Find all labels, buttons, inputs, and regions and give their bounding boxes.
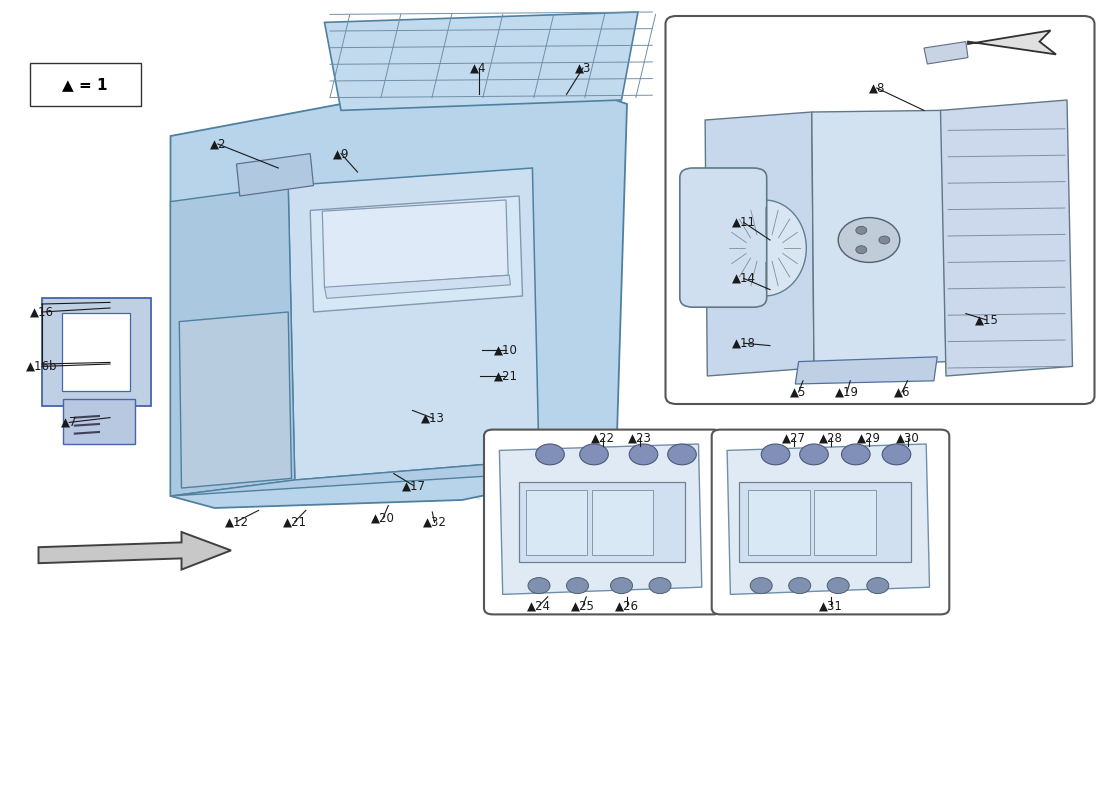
FancyBboxPatch shape <box>62 313 130 391</box>
Text: ▲6: ▲6 <box>893 386 911 398</box>
FancyBboxPatch shape <box>526 490 587 555</box>
Text: ▲31: ▲31 <box>818 599 843 612</box>
Text: ▲15: ▲15 <box>975 314 999 326</box>
Text: ▲5: ▲5 <box>791 386 806 398</box>
Circle shape <box>649 578 671 594</box>
FancyBboxPatch shape <box>30 63 141 106</box>
Polygon shape <box>324 275 510 298</box>
Polygon shape <box>499 444 702 594</box>
Ellipse shape <box>723 200 806 296</box>
Circle shape <box>867 578 889 594</box>
FancyBboxPatch shape <box>739 482 911 562</box>
Text: ▲20: ▲20 <box>371 512 395 525</box>
FancyBboxPatch shape <box>814 490 876 555</box>
Text: ▲12: ▲12 <box>224 515 249 528</box>
Text: ▲22: ▲22 <box>591 431 615 444</box>
Text: ▲3: ▲3 <box>575 62 591 74</box>
Text: ▲28: ▲28 <box>818 431 843 444</box>
Circle shape <box>610 578 632 594</box>
Text: ▲ = 1: ▲ = 1 <box>63 78 108 92</box>
Circle shape <box>882 444 911 465</box>
Polygon shape <box>322 200 508 288</box>
Text: ▲4: ▲4 <box>471 62 486 74</box>
Polygon shape <box>288 168 539 480</box>
Polygon shape <box>324 12 638 110</box>
Text: ▲19: ▲19 <box>835 386 859 398</box>
Text: ▲23: ▲23 <box>628 431 652 444</box>
Circle shape <box>580 444 608 465</box>
FancyBboxPatch shape <box>712 430 949 614</box>
Polygon shape <box>705 112 814 376</box>
Circle shape <box>842 444 870 465</box>
Polygon shape <box>940 100 1072 376</box>
Text: ▲2: ▲2 <box>209 138 227 150</box>
Polygon shape <box>170 94 627 508</box>
Text: ▲32: ▲32 <box>422 516 447 529</box>
Polygon shape <box>236 154 314 196</box>
Circle shape <box>761 444 790 465</box>
Text: ▲26: ▲26 <box>615 599 639 612</box>
Circle shape <box>856 246 867 254</box>
Text: ▲16b: ▲16b <box>26 360 57 373</box>
Text: ▲7: ▲7 <box>62 416 77 429</box>
Polygon shape <box>179 312 292 488</box>
Circle shape <box>750 578 772 594</box>
Text: ▲10: ▲10 <box>494 343 518 356</box>
Text: ▲18: ▲18 <box>732 337 756 350</box>
FancyBboxPatch shape <box>592 490 653 555</box>
Circle shape <box>668 444 696 465</box>
Circle shape <box>800 444 828 465</box>
Text: ▲29: ▲29 <box>857 431 881 444</box>
Circle shape <box>838 218 900 262</box>
Text: ▲30: ▲30 <box>895 431 920 444</box>
Circle shape <box>566 578 588 594</box>
Circle shape <box>528 578 550 594</box>
Circle shape <box>789 578 811 594</box>
Text: ▲8: ▲8 <box>869 82 884 94</box>
Polygon shape <box>968 30 1056 54</box>
Polygon shape <box>795 357 937 384</box>
FancyBboxPatch shape <box>680 168 767 307</box>
Text: ▲17: ▲17 <box>402 479 426 492</box>
Text: ▲13: ▲13 <box>421 412 446 425</box>
Text: ▲25: ▲25 <box>571 599 595 612</box>
Text: ▲21: ▲21 <box>494 370 518 382</box>
Polygon shape <box>727 444 930 594</box>
Polygon shape <box>812 110 946 368</box>
Text: eurocarparts: eurocarparts <box>210 365 494 403</box>
Text: ▲21: ▲21 <box>283 515 307 528</box>
Circle shape <box>827 578 849 594</box>
Text: ▲16: ▲16 <box>30 306 54 318</box>
FancyBboxPatch shape <box>484 430 722 614</box>
FancyBboxPatch shape <box>666 16 1094 404</box>
Circle shape <box>629 444 658 465</box>
Polygon shape <box>170 460 616 496</box>
FancyBboxPatch shape <box>63 399 135 444</box>
Polygon shape <box>170 186 295 496</box>
Circle shape <box>879 236 890 244</box>
FancyBboxPatch shape <box>42 298 151 406</box>
Text: ▲14: ▲14 <box>732 272 756 285</box>
Text: ▲11: ▲11 <box>732 216 756 229</box>
Text: ▲24: ▲24 <box>527 599 551 612</box>
Polygon shape <box>39 532 231 570</box>
Circle shape <box>856 226 867 234</box>
Polygon shape <box>924 42 968 64</box>
Text: ▲27: ▲27 <box>782 431 806 444</box>
Text: a passion
for parts since: a passion for parts since <box>334 405 546 523</box>
Circle shape <box>536 444 564 465</box>
FancyBboxPatch shape <box>748 490 810 555</box>
Text: ▲9: ▲9 <box>332 147 350 160</box>
FancyBboxPatch shape <box>519 482 685 562</box>
Polygon shape <box>310 196 522 312</box>
